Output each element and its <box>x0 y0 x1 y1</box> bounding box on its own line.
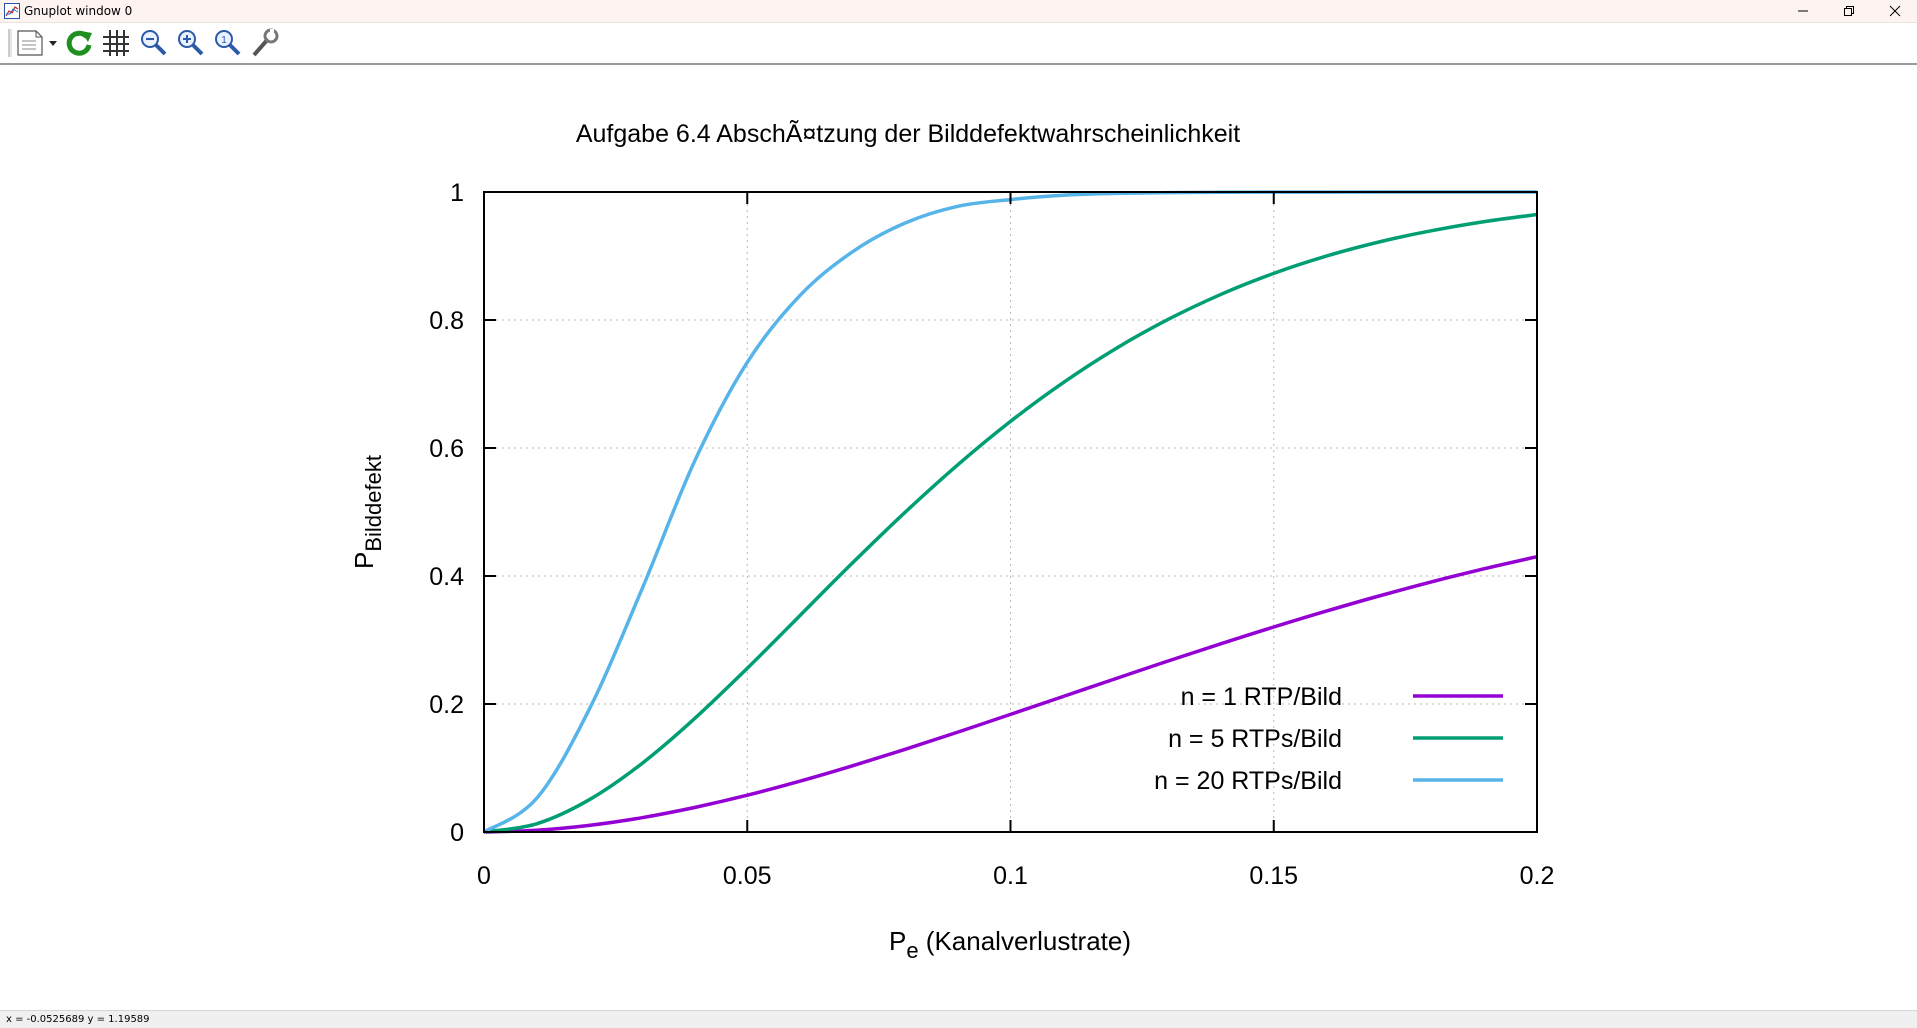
options-menu-icon <box>17 30 57 56</box>
grid <box>484 192 1537 832</box>
legend-label-3: n = 20 RTPs/Bild <box>1154 767 1342 795</box>
x-axis-label-text: (Kanalverlustrate) <box>919 926 1131 956</box>
toolbar-grip <box>6 27 14 59</box>
x-axis-label-main: P <box>889 926 906 956</box>
x-axis-label-subscript: e <box>906 938 918 963</box>
restore-icon <box>1844 6 1854 16</box>
chart: Aufgabe 6.4 AbschÃ¤tzung der Bilddefektw… <box>349 119 1554 963</box>
title-bar: Gnuplot window 0 <box>0 0 1917 23</box>
close-button[interactable] <box>1872 0 1917 22</box>
zoom-next-icon <box>178 30 204 56</box>
axis-ticks <box>483 191 1538 833</box>
legend-label-2: n = 5 RTPs/Bild <box>1168 725 1342 753</box>
plot-area[interactable]: Aufgabe 6.4 AbschÃ¤tzung der Bilddefektw… <box>0 65 1917 1010</box>
x-tick-label: 0.2 <box>1520 862 1555 890</box>
status-bar: x = -0.0525689 y = 1.19589 <box>0 1010 1917 1028</box>
cursor-coordinates: x = -0.0525689 y = 1.19589 <box>6 1014 150 1025</box>
series-line-1 <box>483 554 1538 834</box>
minimize-icon <box>1798 10 1808 12</box>
toolbar: 1 <box>0 23 1917 65</box>
x-tick-label: 0.1 <box>993 862 1028 890</box>
gnuplot-app-icon <box>4 3 20 19</box>
y-tick-label: 0.4 <box>429 563 464 591</box>
y-axis-label-subscript: Bilddefekt <box>361 455 386 552</box>
y-tick-label: 0 <box>450 819 464 847</box>
options-menu-button[interactable] <box>14 27 60 59</box>
x-tick-labels: 0 0.05 0.1 0.15 0.2 <box>477 862 1554 890</box>
svg-text:1: 1 <box>221 35 227 46</box>
y-tick-label: 0.8 <box>429 307 464 335</box>
y-axis-label-main: P <box>349 552 379 569</box>
replot-button[interactable] <box>63 27 95 59</box>
zoom-previous-button[interactable] <box>137 27 169 59</box>
configure-button[interactable] <box>248 27 280 59</box>
zoom-next-button[interactable] <box>174 27 206 59</box>
y-tick-label: 0.6 <box>429 435 464 463</box>
replot-icon <box>66 30 92 56</box>
y-axis-label: PBilddefekt <box>349 455 386 569</box>
x-tick-label: 0 <box>477 862 491 890</box>
window-title: Gnuplot window 0 <box>24 4 133 18</box>
legend-label-1: n = 1 RTP/Bild <box>1181 683 1342 711</box>
zoom-previous-icon <box>141 30 167 56</box>
grid-icon <box>103 30 129 56</box>
y-tick-label: 0.2 <box>429 691 464 719</box>
legend: n = 1 RTP/Bild n = 5 RTPs/Bild n = 20 RTPs… <box>1154 683 1503 795</box>
series-line-2 <box>483 212 1538 834</box>
x-tick-label: 0.15 <box>1249 862 1298 890</box>
x-axis-label: Pe (Kanalverlustrate) <box>889 926 1131 963</box>
y-tick-label: 1 <box>450 179 464 207</box>
close-icon <box>1889 5 1901 17</box>
configure-icon <box>252 28 279 57</box>
minimize-button[interactable] <box>1780 0 1826 22</box>
restore-button[interactable] <box>1826 0 1872 22</box>
chart-title: Aufgabe 6.4 AbschÃ¤tzung der Bilddefektw… <box>576 119 1240 148</box>
autoscale-icon: 1 <box>215 30 241 56</box>
x-tick-label: 0.05 <box>723 862 772 890</box>
autoscale-button[interactable]: 1 <box>211 27 243 59</box>
y-tick-labels: 0 0.2 0.4 0.6 0.8 1 <box>429 179 464 847</box>
grid-button[interactable] <box>100 27 132 59</box>
